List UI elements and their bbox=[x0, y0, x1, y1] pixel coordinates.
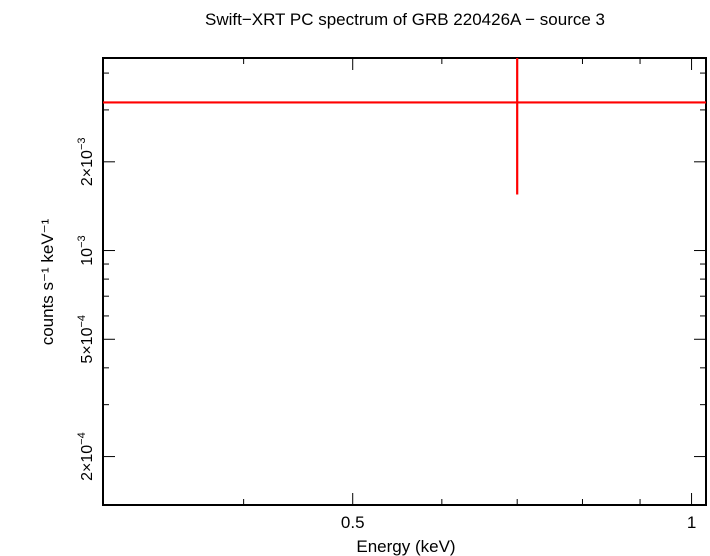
x-tick-label: 1 bbox=[687, 513, 696, 532]
x-axis-ticks: 0.5 1 bbox=[341, 58, 696, 532]
y-axis-ticks: 2×10−4 5×10−4 10−3 2×10−3 bbox=[76, 138, 706, 481]
x-tick-label: 0.5 bbox=[341, 513, 365, 532]
data-layer bbox=[103, 58, 706, 195]
y-axis-label: counts s⁻¹ keV⁻¹ bbox=[38, 218, 57, 345]
minor-ticks bbox=[103, 58, 706, 505]
chart-title: Swift−XRT PC spectrum of GRB 220426A − s… bbox=[205, 10, 605, 29]
x-axis-label: Energy (keV) bbox=[356, 537, 455, 556]
y-tick-label: 2×10−4 bbox=[76, 432, 96, 481]
plot-frame bbox=[102, 57, 707, 506]
y-tick-label: 5×10−4 bbox=[76, 315, 96, 364]
y-tick-label: 10−3 bbox=[76, 235, 96, 265]
y-tick-label: 2×10−3 bbox=[76, 138, 96, 187]
